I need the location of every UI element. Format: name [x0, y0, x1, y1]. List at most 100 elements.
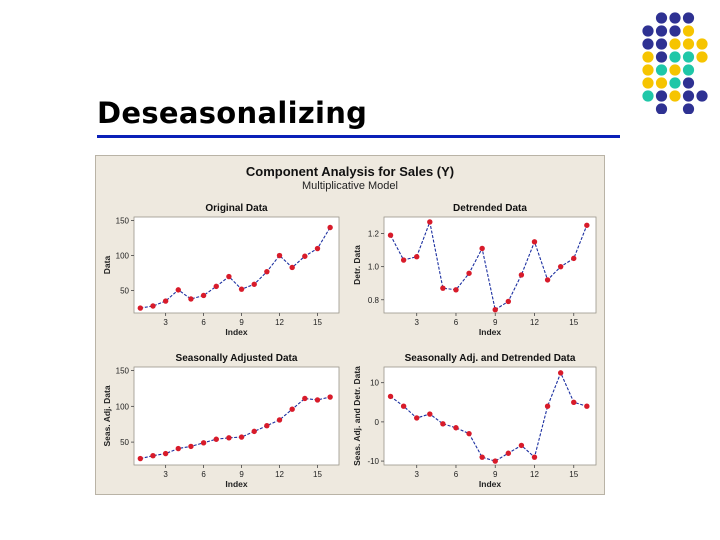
data-point: [213, 436, 219, 442]
x-tick-label: 12: [275, 470, 284, 479]
data-point: [276, 417, 283, 423]
slide-title: Deseasonalizing: [97, 96, 368, 130]
decorative-dot: [682, 25, 695, 37]
y-tick-label: 100: [116, 402, 130, 411]
panel-title: Detrended Data: [453, 203, 527, 214]
figure-title: Component Analysis for Sales (Y): [245, 164, 455, 179]
x-axis-label: Index: [225, 327, 247, 337]
decorative-dot: [682, 103, 695, 114]
decorative-dot: [669, 38, 681, 50]
data-point: [175, 287, 181, 293]
title-underline: [97, 135, 620, 138]
data-point: [466, 430, 472, 437]
x-tick-label: 6: [454, 470, 459, 479]
data-point: [557, 370, 564, 376]
decorative-dot: [655, 38, 668, 50]
data-point: [453, 287, 459, 293]
data-point: [251, 428, 257, 435]
x-tick-label: 3: [163, 470, 168, 479]
decorative-dot: [655, 64, 668, 76]
decorative-dot: [669, 90, 681, 102]
data-point: [427, 219, 433, 225]
decorative-dot: [682, 12, 695, 24]
decorative-dot: [642, 90, 654, 102]
x-tick-label: 6: [454, 318, 459, 327]
data-point: [571, 255, 577, 262]
decorative-dot: [655, 51, 668, 63]
panel-title: Seasonally Adjusted Data: [176, 353, 298, 364]
data-point: [251, 281, 257, 287]
data-point: [544, 403, 551, 409]
y-tick-label: 10: [370, 379, 379, 388]
x-tick-label: 9: [239, 318, 244, 327]
chart-panel: Original Data 3 6 9 12 15 50 100 150 Index Data: [102, 203, 340, 337]
series-line: [390, 220, 588, 311]
data-point: [289, 406, 295, 412]
decorative-dot: [682, 77, 695, 89]
x-axis-label: Index: [479, 327, 501, 337]
x-tick-label: 15: [313, 470, 322, 479]
y-tick-label: 150: [116, 367, 130, 376]
panel-title: Seasonally Adj. and Detrended Data: [405, 353, 576, 364]
y-tick-label: 1.2: [368, 230, 380, 239]
y-tick-label: 1.0: [368, 263, 380, 272]
x-tick-label: 9: [493, 318, 498, 327]
decorative-dot: [669, 25, 681, 37]
decorative-dot: [642, 77, 654, 89]
data-point: [387, 232, 394, 238]
data-point: [518, 272, 525, 278]
decorative-dot: [655, 25, 668, 37]
series-line: [140, 396, 331, 460]
data-point: [571, 399, 577, 405]
chart-panel: Seasonally Adj. and Detrended Data 3 6 9 12 1…: [352, 353, 597, 489]
data-point: [200, 440, 207, 446]
data-point: [213, 283, 219, 290]
data-point: [440, 421, 446, 427]
series-line: [140, 227, 331, 309]
data-point: [226, 273, 232, 280]
data-point: [387, 393, 394, 400]
data-point: [557, 263, 564, 270]
y-tick-label: 50: [120, 287, 129, 296]
decorative-dot: [682, 64, 695, 76]
decorative-dot: [696, 38, 708, 50]
data-point: [327, 394, 333, 400]
data-point: [492, 306, 498, 313]
data-point: [531, 454, 538, 460]
y-axis-label: Detr. Data: [352, 245, 362, 285]
data-point: [453, 425, 459, 431]
data-point: [276, 252, 283, 259]
data-point: [314, 245, 321, 252]
x-tick-label: 6: [201, 318, 206, 327]
data-point: [188, 296, 194, 302]
plot-area: [383, 366, 597, 466]
decorative-dot: [669, 12, 681, 24]
data-point: [400, 257, 407, 263]
decorative-dot: [696, 90, 708, 102]
data-point: [584, 222, 590, 228]
data-point: [238, 434, 245, 440]
data-point: [440, 285, 446, 291]
y-tick-label: 0: [375, 418, 380, 427]
data-point: [479, 245, 485, 252]
component-analysis-figure: Component Analysis for Sales (Y) Multipl…: [95, 155, 605, 495]
data-point: [264, 268, 270, 275]
decorative-dot: [642, 25, 654, 37]
x-tick-label: 12: [275, 318, 284, 327]
data-point: [302, 395, 308, 402]
decorative-dot: [655, 90, 668, 102]
x-tick-label: 3: [414, 470, 419, 479]
y-axis-label: Seas. Adj. and Detr. Data: [352, 366, 362, 466]
data-point: [518, 442, 525, 449]
data-point: [137, 455, 144, 462]
data-point: [479, 454, 485, 460]
x-tick-label: 6: [201, 470, 206, 479]
panel-title: Original Data: [205, 203, 268, 214]
data-point: [162, 298, 169, 304]
data-point: [188, 443, 194, 450]
data-point: [137, 305, 144, 311]
data-point: [302, 253, 308, 259]
decorative-dot: [642, 38, 654, 50]
data-point: [175, 445, 181, 452]
decorative-dot: [669, 64, 681, 76]
